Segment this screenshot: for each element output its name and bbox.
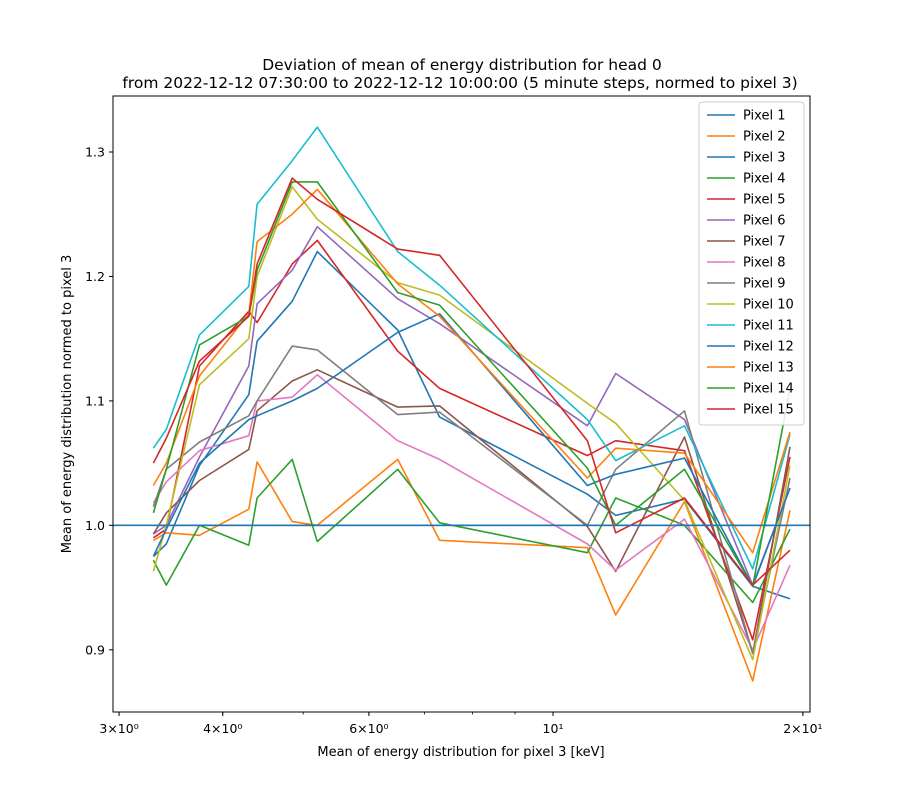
y-tick-label: 1.2 (85, 269, 105, 284)
legend-label: Pixel 9 (743, 277, 785, 292)
legend-label: Pixel 2 (743, 130, 785, 145)
legend-label: Pixel 11 (743, 319, 794, 334)
y-tick-label: 1.1 (85, 393, 105, 408)
series-line-pixel-12 (152, 313, 791, 588)
series-line-pixel-7 (152, 369, 791, 655)
series-line-pixel-4 (152, 458, 791, 604)
legend-label: Pixel 5 (743, 193, 785, 208)
chart-title-line1: Deviation of mean of energy distribution… (262, 56, 662, 74)
legend-label: Pixel 7 (743, 235, 785, 250)
series-line-pixel-5 (152, 239, 791, 641)
legend-label: Pixel 1 (743, 109, 785, 124)
series-layer (113, 126, 810, 682)
legend-label: Pixel 3 (743, 151, 785, 166)
series-line-pixel-1 (152, 250, 791, 600)
series-line-pixel-8 (152, 374, 791, 651)
legend-label: Pixel 15 (743, 403, 794, 418)
legend-label: Pixel 12 (743, 340, 794, 355)
y-axis-label: Mean of energy distribution normed to pi… (60, 255, 75, 554)
series-line-pixel-6 (152, 225, 791, 586)
series-line-pixel-15 (152, 177, 791, 586)
legend-label: Pixel 4 (743, 172, 785, 187)
x-axis-label: Mean of energy distribution for pixel 3 … (317, 745, 604, 760)
x-tick-label: 2×10¹ (783, 721, 822, 736)
x-tick-label: 3×10⁰ (99, 721, 138, 736)
series-line-pixel-9 (152, 345, 791, 655)
legend-label: Pixel 13 (743, 361, 794, 376)
series-line-pixel-14 (152, 181, 791, 588)
y-tick-label: 1.0 (85, 518, 105, 533)
y-tick-label: 1.3 (85, 145, 105, 160)
plot-frame (112, 95, 811, 713)
legend-label: Pixel 10 (743, 298, 794, 313)
legend-box (698, 101, 805, 426)
chart-title-line2: from 2022-12-12 07:30:00 to 2022-12-12 1… (122, 74, 797, 92)
axes-layer: 3×10⁰ 4×10⁰ 6×10⁰ 10¹ 2×10¹ 0.9 1.0 1.1 1.2 1.3 (85, 95, 823, 736)
legend: Pixel 1 Pixel 2 Pixel 3 Pixel 4 Pixel 5 Pixel… (698, 101, 805, 426)
legend-label: Pixel 6 (743, 214, 785, 229)
x-tick-label: 10¹ (543, 721, 564, 736)
x-tick-label: 6×10⁰ (349, 721, 388, 736)
series-line-pixel-10 (152, 186, 791, 661)
y-tick-label: 0.9 (85, 642, 105, 657)
series-line-pixel-11 (152, 126, 791, 570)
legend-label: Pixel 8 (743, 256, 785, 271)
x-tick-label: 4×10⁰ (203, 721, 242, 736)
legend-label: Pixel 14 (743, 382, 794, 397)
